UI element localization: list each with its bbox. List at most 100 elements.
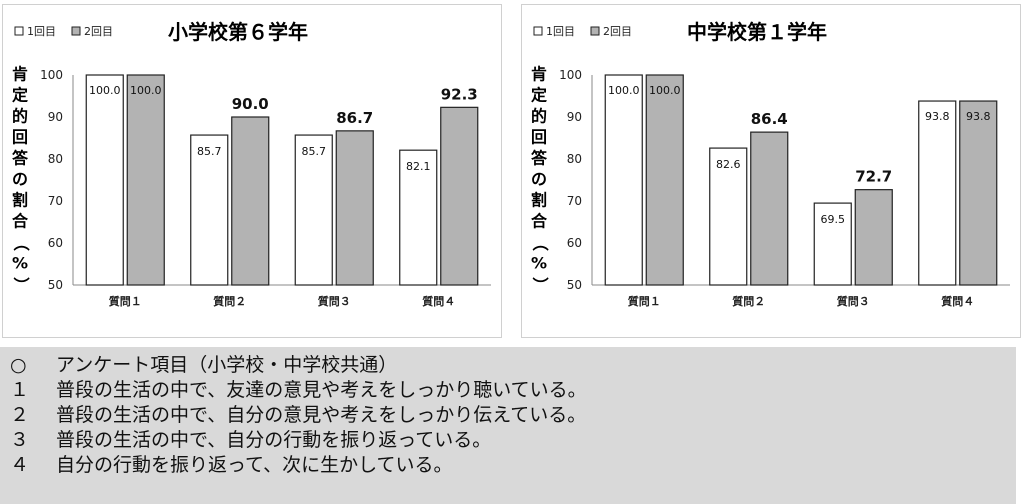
y-axis-label-char: 答 — [12, 149, 29, 168]
data-label: 93.8 — [966, 110, 991, 123]
data-label: 82.1 — [406, 160, 431, 173]
survey-item-number: ２ — [10, 404, 30, 426]
x-tick-label: 質問４ — [422, 294, 455, 308]
bar — [126, 74, 165, 286]
bar — [854, 189, 893, 286]
bar — [750, 131, 789, 286]
bar — [645, 74, 684, 286]
legend-swatch — [590, 26, 600, 36]
data-label: 86.4 — [751, 110, 788, 128]
bar — [231, 116, 270, 286]
data-label: 100.0 — [649, 84, 681, 97]
data-label: 93.8 — [925, 110, 950, 123]
legend-swatch — [14, 26, 24, 36]
data-label: 69.5 — [821, 213, 846, 226]
y-axis-label-char: （ — [12, 235, 31, 251]
legend-swatch — [533, 26, 543, 36]
bar — [918, 100, 957, 286]
y-tick-label: 80 — [567, 152, 582, 166]
survey-item: ４ 自分の行動を振り返って、次に生かしている。 — [10, 453, 1016, 478]
survey-item: ３ 普段の生活の中で、自分の行動を振り返っている。 — [10, 428, 1016, 453]
bar — [604, 74, 643, 286]
x-tick-label: 質問１ — [109, 294, 142, 308]
survey-item-text: 普段の生活の中で、友達の意見や考えをしっかり聴いている。 — [56, 379, 587, 401]
y-tick-label: 100 — [559, 68, 582, 82]
y-axis-label-char: （ — [531, 235, 550, 251]
data-label: 100.0 — [89, 84, 121, 97]
y-tick-label: 70 — [567, 194, 582, 208]
y-axis-label-char: 的 — [531, 107, 547, 126]
survey-item-number: ３ — [10, 429, 30, 451]
survey-item-text: 普段の生活の中で、自分の行動を振り返っている。 — [56, 429, 492, 451]
bar — [440, 106, 479, 286]
y-axis-label-char: 定 — [530, 86, 547, 105]
y-axis-label-char: ） — [12, 277, 31, 293]
legend-label: 2回目 — [603, 25, 632, 38]
bar — [335, 130, 374, 286]
survey-heading-text: アンケート項目（小学校・中学校共通） — [56, 354, 398, 376]
chart-panel-elementary: 1回目 2回目 小学校第６学年肯定的回答の割合 （% ） 50 60 70 80 90 100 100… — [2, 4, 502, 338]
y-axis-label-char: % — [12, 254, 28, 273]
y-axis-label-char: 回 — [531, 128, 547, 147]
data-label: 85.7 — [302, 145, 327, 158]
legend-swatch — [71, 26, 81, 36]
x-tick-label: 質問３ — [837, 294, 870, 308]
y-tick-label: 50 — [567, 278, 582, 292]
y-axis-label-char: の — [12, 170, 28, 189]
x-tick-label: 質問４ — [941, 294, 974, 308]
y-axis-label-char: 割 — [531, 191, 547, 210]
y-axis-label-char: 肯 — [531, 65, 547, 84]
survey-item-text: 自分の行動を振り返って、次に生かしている。 — [56, 454, 453, 476]
bar — [959, 100, 998, 286]
legend-label: 1回目 — [546, 25, 575, 38]
data-label: 100.0 — [130, 84, 162, 97]
legend-label: 2回目 — [84, 25, 113, 38]
survey-items-box: ○ アンケート項目（小学校・中学校共通） １ 普段の生活の中で、友達の意見や考えをし… — [0, 347, 1016, 504]
data-label: 100.0 — [608, 84, 640, 97]
data-label: 92.3 — [441, 85, 478, 103]
bar — [709, 147, 748, 286]
y-axis-label-char: 肯 — [12, 65, 28, 84]
y-tick-label: 100 — [40, 68, 63, 82]
y-tick-label: 60 — [567, 236, 582, 250]
survey-heading: ○ アンケート項目（小学校・中学校共通） — [10, 353, 1016, 378]
y-axis-label-char: 合 — [531, 212, 548, 231]
data-label: 90.0 — [232, 95, 269, 113]
survey-heading-mark: ○ — [10, 354, 27, 376]
x-tick-label: 質問１ — [628, 294, 661, 308]
data-label: 86.7 — [336, 109, 373, 127]
chart-title: 中学校第１学年 — [687, 20, 827, 44]
bar — [399, 149, 438, 286]
y-tick-label: 60 — [48, 236, 63, 250]
x-tick-label: 質問２ — [213, 294, 246, 308]
bar — [190, 134, 229, 286]
bar — [85, 74, 124, 286]
y-axis-label-char: % — [531, 254, 547, 273]
bar — [813, 202, 852, 286]
survey-item-number: ４ — [10, 454, 30, 476]
y-tick-label: 90 — [567, 110, 582, 124]
y-axis-label-char: ） — [531, 277, 550, 293]
y-axis-label-char: の — [531, 170, 547, 189]
y-tick-label: 50 — [48, 278, 63, 292]
survey-item-text: 普段の生活の中で、自分の意見や考えをしっかり伝えている。 — [56, 404, 587, 426]
y-axis-label-char: 割 — [12, 191, 28, 210]
legend-label: 1回目 — [27, 25, 56, 38]
y-axis-label-char: 的 — [12, 107, 28, 126]
y-axis-label-char: 回 — [12, 128, 28, 147]
y-axis-label-char: 答 — [531, 149, 548, 168]
survey-item-number: １ — [10, 379, 30, 401]
y-axis-label-char: 定 — [11, 86, 28, 105]
x-tick-label: 質問２ — [732, 294, 765, 308]
survey-item: ２ 普段の生活の中で、自分の意見や考えをしっかり伝えている。 — [10, 403, 1016, 428]
x-tick-label: 質問３ — [318, 294, 351, 308]
data-label: 82.6 — [716, 158, 741, 171]
y-axis-label-char: 合 — [12, 212, 29, 231]
chart-panel-junior-high: 1回目 2回目 中学校第１学年肯定的回答の割合 （% ） 50 60 70 80 90 100 100… — [521, 4, 1021, 338]
data-label: 72.7 — [855, 168, 892, 186]
data-label: 85.7 — [197, 145, 222, 158]
y-tick-label: 90 — [48, 110, 63, 124]
y-tick-label: 80 — [48, 152, 63, 166]
